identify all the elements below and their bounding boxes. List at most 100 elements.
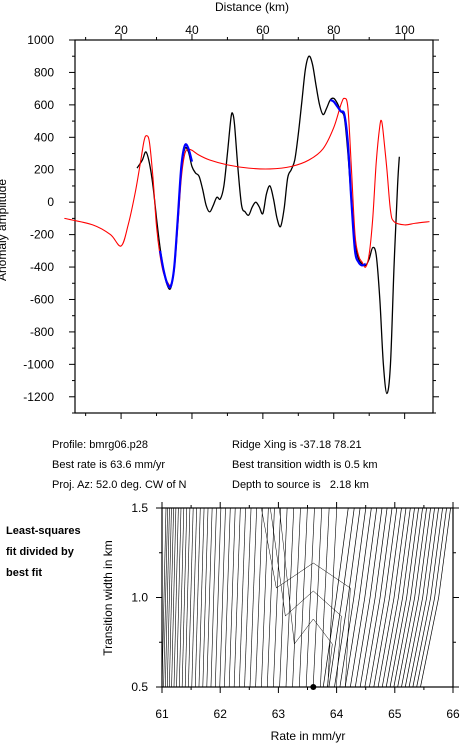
fit-anomaly-line — [329, 98, 367, 267]
misfit-contour — [228, 507, 236, 688]
misfit-contour — [401, 507, 431, 688]
misfit-contour — [173, 507, 179, 688]
bottom-chart-ylabel: Transition width in km — [101, 540, 115, 656]
top-chart-tick-labels: 20 40 60 80 100 1000 800 600 400 200 0 -200 -400 -600… — [23, 23, 415, 404]
top-chart-ylabel: Anomaly amplitude — [0, 179, 9, 281]
top-y-tick-label: -1000 — [23, 357, 54, 371]
top-chart-xlabel: Distance (km) — [215, 0, 289, 14]
misfit-contour — [285, 507, 295, 688]
top-chart-ticks — [69, 34, 439, 419]
bottom-y-tick-label: 1.5 — [131, 501, 148, 515]
misfit-contour — [273, 507, 282, 688]
misfit-contour — [328, 507, 355, 688]
top-y-tick-label: 800 — [34, 65, 54, 79]
misfit-contour — [364, 507, 393, 688]
misfit-contour — [377, 507, 407, 688]
misfit-contour — [279, 507, 288, 688]
misfit-contour — [298, 507, 308, 688]
top-y-tick-label: -800 — [30, 325, 54, 339]
misfit-contour — [261, 507, 351, 688]
misfit-contour — [169, 507, 174, 688]
model-anomaly-line — [64, 97, 430, 286]
misfit-contour — [397, 507, 427, 688]
misfit-contour — [404, 507, 435, 688]
misfit-contour — [339, 507, 367, 688]
misfit-contour — [389, 507, 419, 688]
bottom-x-tick-label: 66 — [446, 707, 460, 721]
top-chart-axes — [74, 39, 434, 414]
misfit-contour — [214, 507, 222, 688]
bottom-x-tick-label: 65 — [388, 707, 402, 721]
bottom-y-tick-label: 0.5 — [131, 680, 148, 694]
misfit-contour — [349, 507, 378, 688]
misfit-contour — [184, 507, 191, 688]
misfit-contour — [305, 507, 315, 688]
fit-anomaly-line — [158, 143, 194, 289]
profile-label: Profile: bmrg06.p28 — [52, 439, 148, 451]
top-y-tick-label: -600 — [30, 292, 54, 306]
misfit-contour — [381, 507, 411, 688]
bottom-chart-ticks — [156, 502, 459, 693]
misfit-contour — [163, 507, 168, 688]
bottom-chart-contours — [161, 507, 451, 688]
misfit-contour — [249, 507, 257, 688]
bottom-x-tick-label: 63 — [272, 707, 286, 721]
best-fit-point — [310, 684, 317, 690]
misfit-contour — [178, 507, 185, 688]
misfit-contour — [202, 507, 209, 688]
misfit-contour — [255, 507, 263, 688]
misfit-contour — [166, 507, 172, 688]
misfit-contour — [312, 507, 323, 688]
best-rate-label: Best rate is 63.6 mm/yr — [52, 459, 166, 471]
top-plot-frame — [74, 39, 434, 414]
misfit-contour — [359, 507, 388, 688]
misfit-contour — [344, 507, 372, 688]
misfit-contour — [206, 507, 213, 688]
misfit-contour — [320, 507, 330, 688]
bottom-chart-tick-labels: 61 62 63 64 65 66 1.5 1.0 0.5 — [131, 501, 460, 721]
misfit-contour — [322, 507, 349, 688]
misfit-contour — [181, 507, 188, 688]
top-y-tick-label: 0 — [47, 195, 54, 209]
misfit-contour — [219, 507, 226, 688]
bottom-chart-xlabel: Rate in mm/yr — [271, 729, 346, 743]
misfit-contour — [210, 507, 217, 688]
misfit-contour — [191, 507, 197, 688]
bottom-x-tick-label: 62 — [214, 707, 228, 721]
misfit-contour — [233, 507, 241, 688]
misfit-contour — [270, 507, 342, 688]
misfit-contour — [176, 507, 182, 688]
misfit-contour — [171, 507, 177, 688]
misfit-contour — [412, 507, 443, 688]
top-y-tick-label: -400 — [30, 260, 54, 274]
misfit-contour — [224, 507, 231, 688]
top-y-tick-label: 1000 — [27, 33, 54, 47]
top-x-tick-label: 100 — [395, 23, 415, 37]
best-width-label: Best transition width is 0.5 km — [232, 459, 378, 471]
misfit-contour — [373, 507, 402, 688]
least-squares-note: Least-squares fit divided by best fit — [6, 525, 81, 579]
top-y-tick-label: 600 — [34, 98, 54, 112]
misfit-contour — [334, 507, 361, 688]
misfit-contour — [266, 507, 275, 688]
misfit-contour — [161, 507, 167, 688]
source-depth-label: Depth to source is 2.18 km — [232, 479, 369, 491]
top-chart-series — [64, 55, 430, 395]
bottom-x-tick-label: 61 — [155, 707, 169, 721]
top-x-tick-label: 80 — [327, 23, 341, 37]
bottom-y-tick-label: 1.0 — [131, 591, 148, 605]
misfit-contour — [416, 507, 447, 688]
top-x-tick-label: 60 — [256, 23, 270, 37]
top-y-tick-label: 200 — [34, 163, 54, 177]
top-y-tick-label: -1200 — [23, 390, 54, 404]
misfit-contour — [165, 507, 170, 688]
misfit-contour — [292, 507, 301, 688]
top-x-tick-label: 20 — [114, 23, 128, 37]
misfit-contour — [279, 507, 333, 688]
misfit-contour — [408, 507, 439, 688]
misfit-contour — [369, 507, 398, 688]
misfit-contour — [420, 507, 451, 688]
misfit-contour — [354, 507, 383, 688]
top-y-tick-label: -200 — [30, 228, 54, 242]
